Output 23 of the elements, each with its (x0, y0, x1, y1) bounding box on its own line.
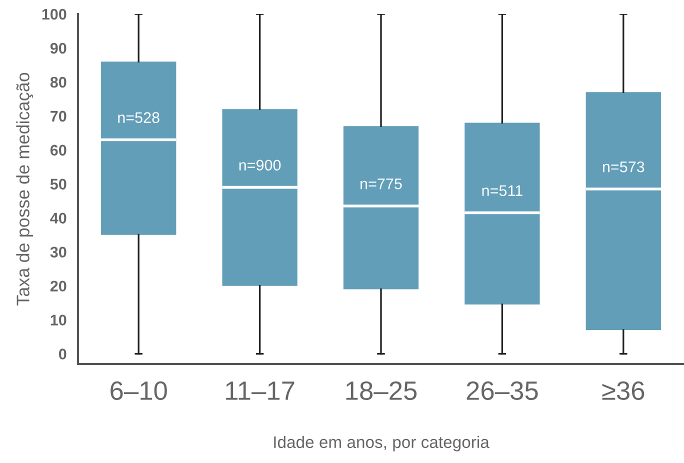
y-tick-label: 100 (42, 8, 66, 20)
x-tick-label: 11–17 (226, 382, 294, 400)
annotation: n=573 (602, 161, 644, 172)
y-tick-label: 70 (50, 110, 66, 122)
annotation: n=775 (360, 178, 402, 190)
y-tick-label: 40 (50, 212, 66, 224)
annotation: n=900 (239, 160, 281, 171)
x-tick-label: 6–10 (110, 381, 167, 400)
y-tick-label: 30 (50, 246, 66, 258)
y-tick-label: 20 (50, 280, 66, 292)
y-tick-label: 0 (58, 348, 66, 360)
x-tick-label: 18–25 (346, 381, 417, 400)
y-tick-label: 90 (50, 42, 66, 54)
y-tick-label: 50 (50, 178, 66, 190)
annotation: n=528 (118, 112, 160, 123)
y-tick-label: 10 (50, 314, 66, 326)
x-axis-title: Idade em anos, por categoria (274, 436, 490, 452)
y-tick-label: 80 (50, 76, 66, 88)
x-tick-label: ≥36 (602, 381, 644, 400)
x-tick-label: 26–35 (466, 381, 538, 400)
annotation: n=511 (482, 185, 522, 196)
y-axis-title: Taxa de posse de medicação (16, 72, 34, 306)
y-tick-label: 60 (50, 144, 66, 156)
